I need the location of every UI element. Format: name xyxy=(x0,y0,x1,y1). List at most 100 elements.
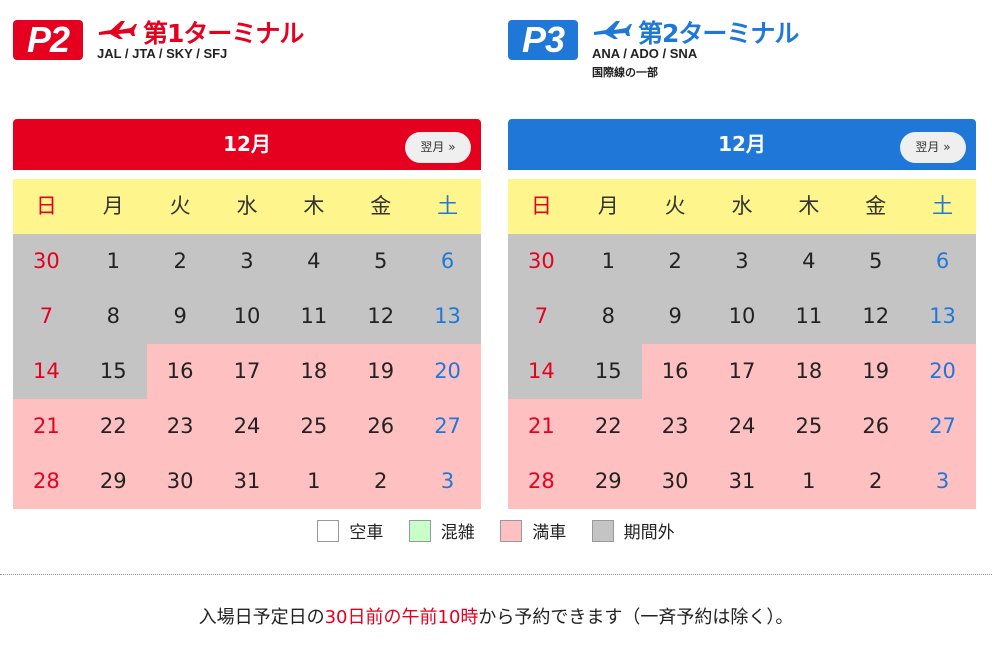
calendar-day-full[interactable]: 30 xyxy=(641,454,709,509)
calendar-day-full[interactable]: 21 xyxy=(13,399,80,454)
calendar-day-full[interactable]: 19 xyxy=(842,344,910,399)
weekday-header: 日月火水木金土 xyxy=(13,179,481,234)
calendar-day-full[interactable]: 23 xyxy=(146,399,214,454)
calendar-day-full[interactable]: 31 xyxy=(708,454,776,509)
legend-label: 満車 xyxy=(532,523,567,543)
next-month-button[interactable]: 翌月 » xyxy=(405,132,471,163)
calendar-day-full[interactable]: 24 xyxy=(708,399,776,454)
calendar-day-full[interactable]: 29 xyxy=(79,454,147,509)
calendar-day-out[interactable]: 13 xyxy=(414,289,481,344)
calendar-day-out[interactable]: 5 xyxy=(347,234,415,289)
calendar-day-out[interactable]: 4 xyxy=(775,234,843,289)
calendar-day-out[interactable]: 30 xyxy=(13,234,80,289)
calendar-day-out[interactable]: 30 xyxy=(508,234,575,289)
airlines-note-p3: 国際線の一部 xyxy=(592,66,658,79)
calendar-day-out[interactable]: 7 xyxy=(13,289,80,344)
calendar-day-out[interactable]: 5 xyxy=(842,234,910,289)
calendar-day-full[interactable]: 24 xyxy=(213,399,281,454)
calendar-day-out[interactable]: 10 xyxy=(213,289,281,344)
calendar-day-full[interactable]: 2 xyxy=(347,454,415,509)
calendar-day-full[interactable]: 1 xyxy=(280,454,348,509)
calendar-header: 12月 翌月 » xyxy=(13,119,481,170)
next-month-button[interactable]: 翌月 » xyxy=(900,132,966,163)
calendar-day-out[interactable]: 2 xyxy=(146,234,214,289)
calendar-day-full[interactable]: 20 xyxy=(414,344,481,399)
calendar-day-full[interactable]: 30 xyxy=(146,454,214,509)
legend-out-of-period: 期間外 xyxy=(591,518,675,543)
calendar-day-full[interactable]: 18 xyxy=(280,344,348,399)
legend-swatch-vacant xyxy=(317,519,340,542)
calendar-day-full[interactable]: 29 xyxy=(574,454,642,509)
calendar-day-out[interactable]: 12 xyxy=(347,289,415,344)
calendar-day-full[interactable]: 1 xyxy=(775,454,843,509)
weekday-label: 木 xyxy=(280,179,348,234)
weekday-label: 日 xyxy=(508,179,575,234)
calendar-day-full[interactable]: 26 xyxy=(842,399,910,454)
weekday-label: 水 xyxy=(213,179,281,234)
note-text-before: 入場日予定日の xyxy=(198,607,325,628)
calendar-day-full[interactable]: 28 xyxy=(13,454,80,509)
calendar-day-full[interactable]: 27 xyxy=(909,399,976,454)
calendar-day-full[interactable]: 23 xyxy=(641,399,709,454)
calendar-day-full[interactable]: 20 xyxy=(909,344,976,399)
calendar-day-out[interactable]: 9 xyxy=(146,289,214,344)
calendar-day-full[interactable]: 19 xyxy=(347,344,415,399)
calendar-day-full[interactable]: 28 xyxy=(508,454,575,509)
calendar-day-full[interactable]: 21 xyxy=(508,399,575,454)
calendar-day-full[interactable]: 16 xyxy=(146,344,214,399)
calendar-day-full[interactable]: 25 xyxy=(775,399,843,454)
weekday-label: 木 xyxy=(775,179,843,234)
weekday-label: 月 xyxy=(574,179,642,234)
calendar-day-out[interactable]: 12 xyxy=(842,289,910,344)
calendar-day-full[interactable]: 22 xyxy=(574,399,642,454)
calendar-p3: 12月 翌月 » 日月火水木金土 30 1 2 3 4 5 6 7 8 9 10 11 12 13 14 15… xyxy=(508,119,976,509)
calendar-day-out[interactable]: 10 xyxy=(708,289,776,344)
calendar-day-full[interactable]: 17 xyxy=(708,344,776,399)
airlines-p2: JAL / JTA / SKY / SFJ xyxy=(97,46,228,61)
status-legend: 空車 混雑 満車 期間外 xyxy=(0,518,992,543)
calendar-header: 12月 翌月 » xyxy=(508,119,976,170)
calendar-day-full[interactable]: 3 xyxy=(909,454,976,509)
calendar-day-out[interactable]: 7 xyxy=(508,289,575,344)
weekday-header: 日月火水木金土 xyxy=(508,179,976,234)
calendar-day-out[interactable]: 3 xyxy=(213,234,281,289)
calendar-days: 30 1 2 3 4 5 6 7 8 9 10 11 12 13 14 15 16 17 18 19 20 21 22 23 2… xyxy=(508,234,976,509)
calendar-day-full[interactable]: 17 xyxy=(213,344,281,399)
weekday-label: 火 xyxy=(146,179,214,234)
calendar-day-out[interactable]: 13 xyxy=(909,289,976,344)
note-highlight: 30日前の午前10時 xyxy=(324,607,479,628)
calendar-day-full[interactable]: 18 xyxy=(775,344,843,399)
calendar-day-full[interactable]: 25 xyxy=(280,399,348,454)
calendar-day-out[interactable]: 14 xyxy=(508,344,575,399)
calendar-day-out[interactable]: 11 xyxy=(280,289,348,344)
calendar-day-out[interactable]: 3 xyxy=(708,234,776,289)
airlines-p3: ANA / ADO / SNA xyxy=(592,46,698,61)
calendar-day-full[interactable]: 2 xyxy=(842,454,910,509)
calendar-day-out[interactable]: 8 xyxy=(79,289,147,344)
calendar-day-out[interactable]: 6 xyxy=(414,234,481,289)
calendar-day-out[interactable]: 4 xyxy=(280,234,348,289)
calendar-day-out[interactable]: 1 xyxy=(574,234,642,289)
legend-label: 混雑 xyxy=(440,523,475,543)
calendar-day-out[interactable]: 1 xyxy=(79,234,147,289)
calendar-day-full[interactable]: 27 xyxy=(414,399,481,454)
calendar-day-full[interactable]: 26 xyxy=(347,399,415,454)
lot-badge-p3: P3 xyxy=(508,20,578,60)
legend-vacant: 空車 xyxy=(317,518,383,543)
calendar-day-full[interactable]: 31 xyxy=(213,454,281,509)
weekday-label: 月 xyxy=(79,179,147,234)
calendar-day-out[interactable]: 2 xyxy=(641,234,709,289)
calendar-p2: 12月 翌月 » 日月火水木金土 30 1 2 3 4 5 6 7 8 9 10 11 12 13 14 15… xyxy=(13,119,481,509)
calendar-day-full[interactable]: 22 xyxy=(79,399,147,454)
calendar-day-out[interactable]: 9 xyxy=(641,289,709,344)
calendar-day-full[interactable]: 3 xyxy=(414,454,481,509)
calendar-day-out[interactable]: 8 xyxy=(574,289,642,344)
calendar-day-full[interactable]: 16 xyxy=(641,344,709,399)
calendar-day-out[interactable]: 15 xyxy=(79,344,147,399)
calendar-day-out[interactable]: 11 xyxy=(775,289,843,344)
calendar-day-out[interactable]: 6 xyxy=(909,234,976,289)
calendar-day-out[interactable]: 14 xyxy=(13,344,80,399)
legend-busy: 混雑 xyxy=(408,518,475,543)
calendar-day-out[interactable]: 15 xyxy=(574,344,642,399)
weekday-label: 金 xyxy=(347,179,415,234)
